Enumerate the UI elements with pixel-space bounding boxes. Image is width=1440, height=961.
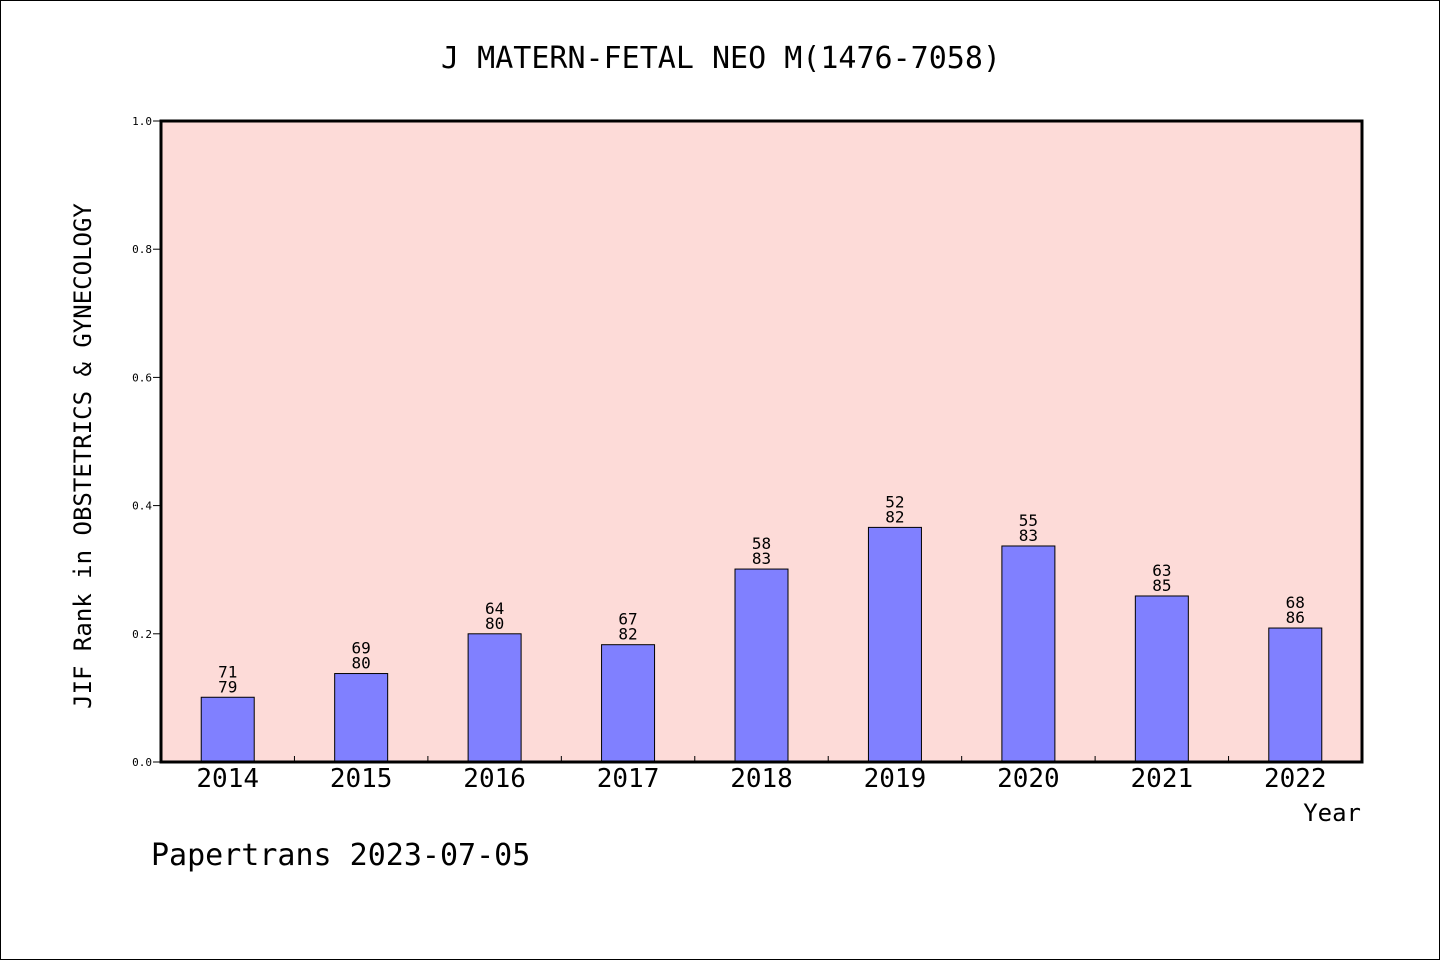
bar-rank-label: 71 bbox=[218, 662, 237, 681]
bar-total-label: 86 bbox=[1286, 608, 1305, 627]
y-tick-label: 1.0 bbox=[132, 115, 152, 128]
bar-total-label: 80 bbox=[352, 654, 371, 673]
bar-total-label: 79 bbox=[218, 677, 237, 696]
y-tick-label: 0.6 bbox=[132, 371, 152, 384]
bar-rank-label: 52 bbox=[885, 492, 904, 511]
x-tick-label: 2020 bbox=[997, 764, 1060, 794]
bar-2018 bbox=[734, 568, 789, 763]
bar-2022 bbox=[1268, 627, 1323, 763]
bar-total-label: 85 bbox=[1152, 576, 1171, 595]
bar-rank-label: 69 bbox=[352, 639, 371, 658]
bars bbox=[200, 526, 1323, 763]
x-tick-label: 2014 bbox=[196, 764, 259, 794]
bar-2019 bbox=[867, 526, 922, 763]
x-tick-label: 2015 bbox=[330, 764, 393, 794]
footer-credit: Papertrans 2023-07-05 bbox=[151, 838, 530, 873]
bar-2014 bbox=[200, 696, 255, 763]
bar-rank-label: 67 bbox=[618, 610, 637, 629]
x-tick-label: 2022 bbox=[1264, 764, 1327, 794]
y-tick-label: 0.0 bbox=[132, 756, 152, 769]
y-tick-label: 0.2 bbox=[132, 628, 152, 641]
x-tick-label: 2016 bbox=[463, 764, 526, 794]
y-axis-label: JIF Rank in OBSTETRICS & GYNECOLOGY bbox=[69, 203, 97, 709]
bar-2020 bbox=[1001, 545, 1056, 763]
chart-title: J MATERN-FETAL NEO M(1476-7058) bbox=[441, 41, 1001, 76]
bar-rank-label: 55 bbox=[1019, 511, 1038, 530]
bar-2016 bbox=[467, 633, 522, 763]
bar-total-label: 83 bbox=[1019, 526, 1038, 545]
bar-total-label: 82 bbox=[618, 625, 637, 644]
bar-2021 bbox=[1134, 595, 1189, 763]
y-tick-label: 0.4 bbox=[132, 500, 152, 513]
bar-total-label: 82 bbox=[885, 507, 904, 526]
bar-total-label: 83 bbox=[752, 549, 771, 568]
bar-rank-label: 64 bbox=[485, 599, 504, 618]
y-tick-label: 0.8 bbox=[132, 243, 152, 256]
bar-rank-label: 63 bbox=[1152, 561, 1171, 580]
x-axis-label: Year bbox=[1303, 799, 1361, 827]
x-axis: 2014 2015 2016 2017 2018 2019 2020 2021 2022 bbox=[196, 756, 1327, 794]
bar-total-label: 80 bbox=[485, 614, 504, 633]
x-tick-label: 2017 bbox=[597, 764, 660, 794]
bar-rank-label: 68 bbox=[1286, 593, 1305, 612]
bar-2017 bbox=[601, 644, 656, 763]
bar-2015 bbox=[334, 673, 389, 763]
y-axis: 0.0 0.2 0.4 0.6 0.8 1.0 bbox=[132, 115, 161, 769]
x-tick-label: 2018 bbox=[730, 764, 793, 794]
x-tick-label: 2019 bbox=[864, 764, 927, 794]
x-tick-label: 2021 bbox=[1131, 764, 1194, 794]
plot-border bbox=[159, 119, 1364, 764]
bar-rank-label: 58 bbox=[752, 534, 771, 553]
